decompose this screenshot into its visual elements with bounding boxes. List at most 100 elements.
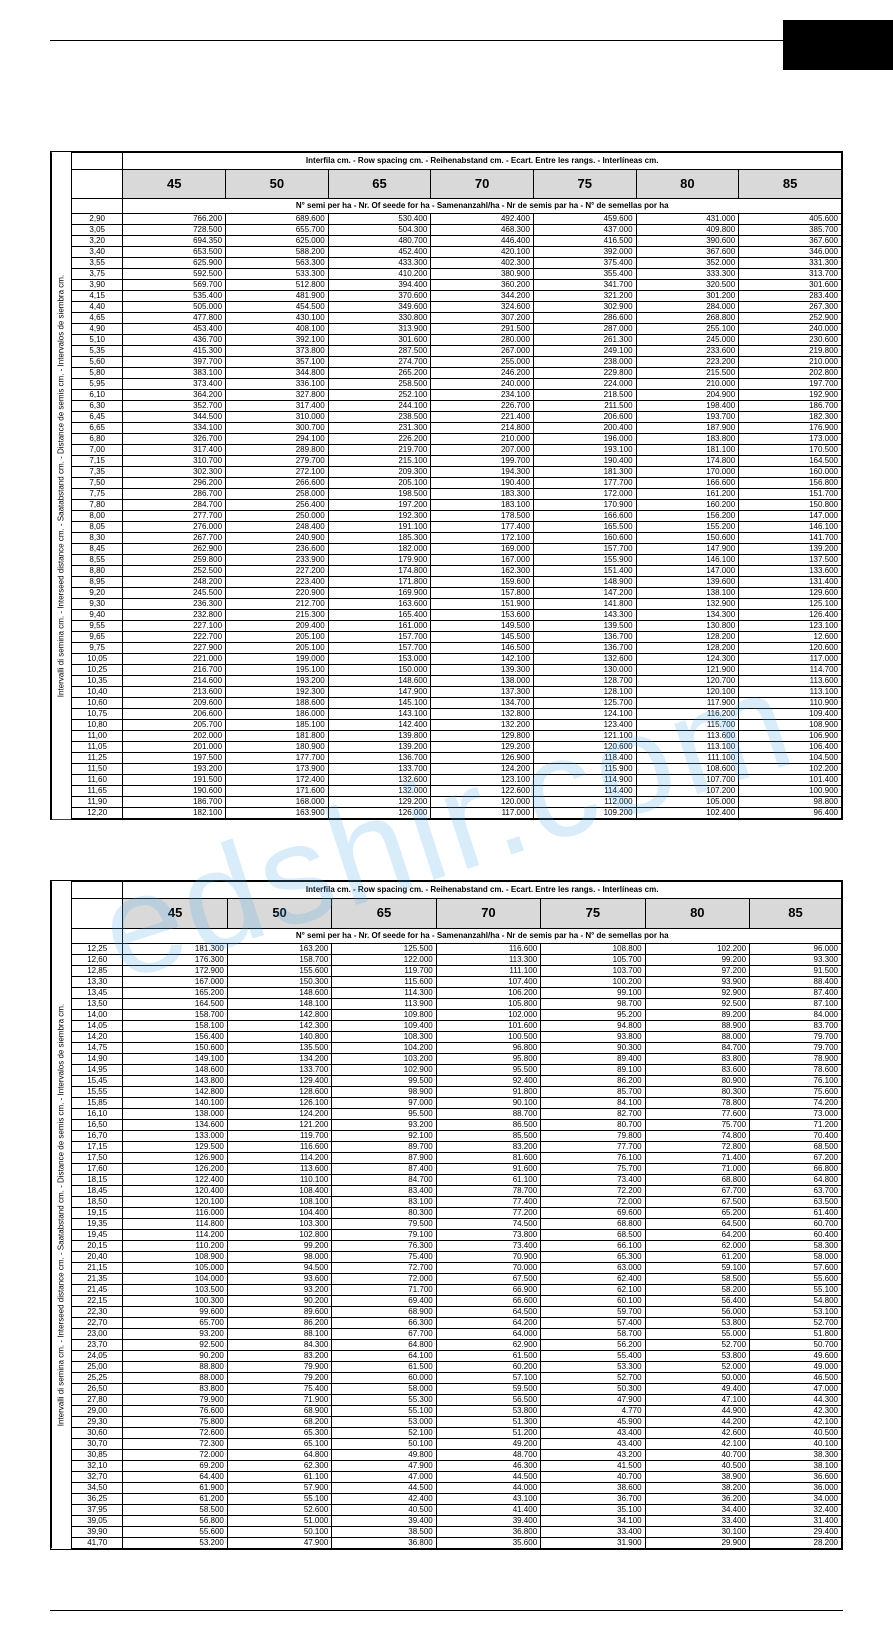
value-cell: 47.900 (541, 1394, 645, 1405)
value-cell: 41.500 (541, 1460, 645, 1471)
value-cell: 47.900 (332, 1460, 436, 1471)
value-cell: 46.300 (436, 1460, 540, 1471)
value-cell: 109.800 (332, 1009, 436, 1020)
value-cell: 52.000 (645, 1361, 749, 1372)
value-cell: 36.800 (332, 1537, 436, 1548)
interval-cell: 19,35 (72, 1218, 123, 1229)
value-cell: 344.500 (123, 412, 226, 423)
value-cell: 176.900 (739, 423, 842, 434)
value-cell: 205.100 (226, 643, 329, 654)
col-header: 70 (431, 170, 534, 199)
table-row: 12,60176.300158.700122.000113.300105.700… (72, 954, 842, 965)
value-cell: 132.200 (431, 720, 534, 731)
value-cell: 67.500 (436, 1273, 540, 1284)
value-cell: 90.300 (541, 1042, 645, 1053)
value-cell: 625.900 (123, 258, 226, 269)
table-row: 30,8572.00064.80049.80048.70043.20040.70… (72, 1449, 842, 1460)
table-row: 3,40653.500588.200452.400420.100392.0003… (72, 247, 842, 258)
value-cell: 625.000 (226, 236, 329, 247)
value-cell: 191.500 (123, 775, 226, 786)
value-cell: 102.400 (636, 808, 739, 819)
value-cell: 69.400 (332, 1295, 436, 1306)
interval-cell: 30,85 (72, 1449, 123, 1460)
value-cell: 331.300 (739, 258, 842, 269)
table-row: 29,0076.60068.90055.10053.8004.77044.900… (72, 1405, 842, 1416)
value-cell: 89.400 (541, 1053, 645, 1064)
value-cell: 124.300 (636, 654, 739, 665)
value-cell: 383.100 (123, 368, 226, 379)
table-row: 3,05728.500655.700504.300468.300437.0004… (72, 225, 842, 236)
value-cell: 88.900 (645, 1020, 749, 1031)
value-cell: 180.900 (226, 742, 329, 753)
value-cell: 118.400 (533, 753, 636, 764)
value-cell: 108.100 (227, 1196, 331, 1207)
value-cell: 186.700 (123, 797, 226, 808)
value-cell: 198.500 (328, 489, 431, 500)
value-cell: 86.200 (227, 1317, 331, 1328)
value-cell: 60.700 (750, 1218, 842, 1229)
value-cell: 93.200 (332, 1119, 436, 1130)
value-cell: 56.800 (123, 1515, 227, 1526)
value-cell: 87.400 (750, 987, 842, 998)
value-cell: 57.400 (541, 1317, 645, 1328)
table-row: 5,80383.100344.800265.200246.200229.8002… (72, 368, 842, 379)
value-cell: 219.800 (739, 346, 842, 357)
table-row: 7,35302.300272.100209.300194.300181.3001… (72, 467, 842, 478)
value-cell: 346.000 (739, 247, 842, 258)
value-cell: 172.900 (123, 965, 227, 976)
value-cell: 392.000 (533, 247, 636, 258)
interval-cell: 11,05 (72, 742, 123, 753)
value-cell: 64.200 (645, 1229, 749, 1240)
table-row: 11,65190.600171.600132.000122.600114.400… (72, 786, 842, 797)
value-cell: 173.000 (739, 434, 842, 445)
value-cell: 53.000 (332, 1416, 436, 1427)
value-cell: 98.700 (541, 998, 645, 1009)
value-cell: 68.200 (227, 1416, 331, 1427)
value-cell: 105.800 (436, 998, 540, 1009)
table-row: 7,75286.700258.000198.500183.300172.0001… (72, 489, 842, 500)
value-cell: 104.400 (227, 1207, 331, 1218)
value-cell: 69.600 (541, 1207, 645, 1218)
value-cell: 394.400 (328, 280, 431, 291)
value-cell: 317.400 (123, 445, 226, 456)
value-cell: 230.600 (739, 335, 842, 346)
table-row: 4,90453.400408.100313.900291.500287.0002… (72, 324, 842, 335)
value-cell: 117.000 (739, 654, 842, 665)
value-cell: 52.700 (645, 1339, 749, 1350)
value-cell: 390.600 (636, 236, 739, 247)
table-row: 4,15535.400481.900370.600344.200321.2003… (72, 291, 842, 302)
value-cell: 28.200 (750, 1537, 842, 1548)
value-cell: 227.900 (123, 643, 226, 654)
seeds-per-ha-header: N° semi per ha - Nr. Of seede for ha - S… (123, 928, 842, 943)
value-cell: 36.200 (645, 1493, 749, 1504)
value-cell: 410.200 (328, 269, 431, 280)
interval-cell: 39,90 (72, 1526, 123, 1537)
value-cell: 302.300 (123, 467, 226, 478)
value-cell: 65.100 (227, 1438, 331, 1449)
value-cell: 102.900 (332, 1064, 436, 1075)
value-cell: 91.800 (436, 1086, 540, 1097)
value-cell: 481.900 (226, 291, 329, 302)
table-row: 2,90766.200689.600530.400492.400459.6004… (72, 214, 842, 225)
interval-cell: 10,75 (72, 709, 123, 720)
value-cell: 44.000 (436, 1482, 540, 1493)
value-cell: 68.900 (227, 1405, 331, 1416)
value-cell: 128.200 (636, 643, 739, 654)
value-cell: 336.100 (226, 379, 329, 390)
value-cell: 160.200 (636, 500, 739, 511)
blank-header (72, 882, 123, 899)
table-row: 11,25197.500177.700136.700126.900118.400… (72, 753, 842, 764)
value-cell: 79.900 (123, 1394, 227, 1405)
interval-cell: 7,75 (72, 489, 123, 500)
value-cell: 84.000 (750, 1009, 842, 1020)
table-row: 6,10364.200327.800252.100234.100218.5002… (72, 390, 842, 401)
value-cell: 120.700 (636, 676, 739, 687)
value-cell: 161.200 (636, 489, 739, 500)
table-row: 9,55227.100209.400161.000149.500139.5001… (72, 621, 842, 632)
value-cell: 324.600 (431, 302, 534, 313)
table-row: 30,7072.30065.10050.10049.20043.40042.10… (72, 1438, 842, 1449)
blank-header (72, 928, 123, 943)
value-cell: 409.800 (636, 225, 739, 236)
table-row: 5,10436.700392.100301.600280.000261.3002… (72, 335, 842, 346)
value-cell: 155.900 (533, 555, 636, 566)
